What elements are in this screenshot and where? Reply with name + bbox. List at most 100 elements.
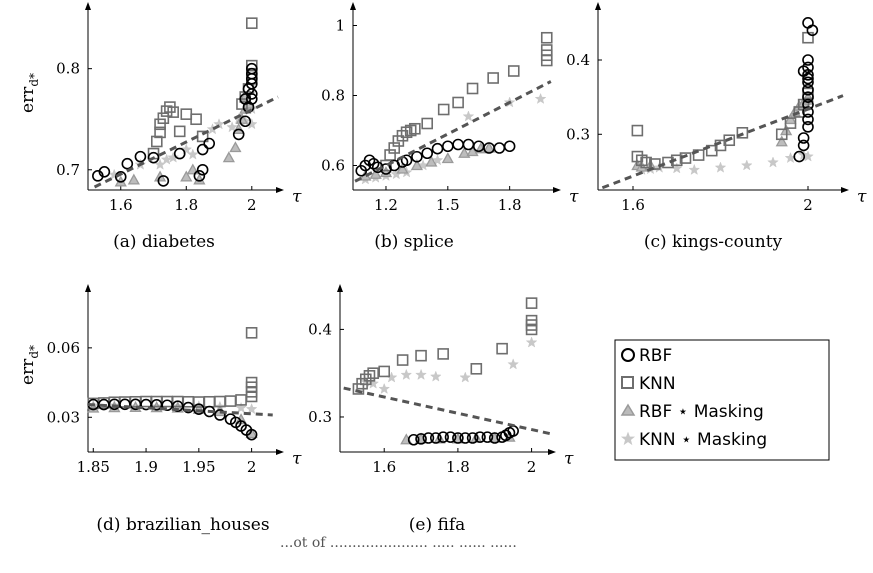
trend-line <box>88 403 273 417</box>
data-point-knn <box>224 395 237 407</box>
data-point-rbf <box>196 163 209 176</box>
data-point-knn <box>421 117 434 130</box>
data-point-rbf <box>802 113 814 126</box>
x-axis-arrow <box>841 187 849 193</box>
data-point-rbf <box>114 171 127 183</box>
y-axis-arrow <box>85 2 91 10</box>
data-point-knn-masking <box>429 370 442 382</box>
data-point-knn <box>415 349 427 362</box>
legend-item-rbf: RBF <box>621 346 672 366</box>
data-point-rbf <box>466 432 479 444</box>
data-point-rbf <box>802 54 814 66</box>
data-point-knn-masking <box>525 336 538 348</box>
data-point-rbf <box>147 151 160 164</box>
data-point-rbf <box>422 432 435 444</box>
data-point-knn <box>631 124 644 137</box>
legend-marker-rbf-masking <box>620 403 636 416</box>
legend-label-knn: KNN <box>639 374 676 394</box>
data-point-rbf-masking <box>482 141 496 153</box>
data-point-knn <box>150 135 163 148</box>
data-point-knn-masking <box>415 368 427 380</box>
data-point-rbf <box>400 154 413 167</box>
chart-panel-2: 1.2 1.5 1.8 0.6 0.8 1 τ (b) splice <box>321 2 579 252</box>
data-point-rbf <box>214 409 226 421</box>
data-point-rbf-masking <box>379 166 393 178</box>
data-point-knn <box>452 96 464 109</box>
data-point-rbf <box>452 432 464 444</box>
data-point-knn <box>245 17 258 29</box>
data-point-rbf <box>806 24 819 37</box>
data-point-rbf <box>797 132 810 144</box>
y-tick-label: 0.7 <box>56 161 80 179</box>
data-point-rbf-masking <box>410 159 424 171</box>
y-tick-label: 0.4 <box>308 320 332 338</box>
x-tick-label: 1.8 <box>174 196 198 214</box>
data-point-rbf <box>193 170 206 182</box>
y-axis-label-subscript: d* <box>27 345 41 359</box>
chart-panels: 1.6 1.8 2 0.7 0.8 τ errd* (a) diabetes 1.2 1.5 1.8… <box>18 2 867 535</box>
data-point-knn-masking <box>431 154 444 166</box>
data-point-knn-masking <box>740 159 753 171</box>
data-point-knn-masking <box>235 401 247 414</box>
y-axis-label: errd* <box>18 73 41 113</box>
data-point-rbf-masking <box>441 152 454 164</box>
chart-panel-4: 1.85 1.9 1.95 2 0.03 0.06 τ errd* (d) brazilian_… <box>18 284 302 535</box>
legend-label-rbf-masking: RBF ⋆ Masking <box>639 402 764 422</box>
data-point-rbf <box>802 91 814 103</box>
x-axis-label: τ <box>857 187 867 207</box>
data-point-knn <box>784 117 797 129</box>
data-point-knn <box>470 363 483 375</box>
legend-item-knn-masking: KNN ⋆ Masking <box>620 430 767 450</box>
data-point-knn <box>190 113 202 126</box>
panel-caption: (b) splice <box>374 232 454 252</box>
x-axis-arrow <box>276 449 284 455</box>
data-point-knn <box>363 370 376 382</box>
y-tick-label: 0.03 <box>47 408 80 426</box>
data-point-knn <box>388 142 401 154</box>
panel-caption: (e) fifa <box>409 515 466 535</box>
y-tick-label: 0.06 <box>47 339 80 357</box>
data-point-rbf-masking <box>186 163 199 175</box>
data-point-knn <box>775 128 788 141</box>
data-point-knn-masking <box>400 368 413 380</box>
data-point-rbf <box>488 432 501 444</box>
data-point-rbf <box>507 425 519 437</box>
data-point-rbf <box>411 150 423 163</box>
data-point-rbf <box>431 142 444 155</box>
data-point-rbf-masking <box>775 135 788 147</box>
data-point-knn-masking <box>459 371 472 383</box>
data-point-knn <box>400 126 413 139</box>
data-point-knn <box>245 59 258 72</box>
data-point-knn <box>359 373 372 386</box>
x-tick-label: 1.6 <box>372 458 396 476</box>
data-point-rbf <box>442 140 454 153</box>
y-tick-label: 1 <box>335 17 345 35</box>
data-point-rbf-masking <box>222 151 235 163</box>
x-tick-label: 1.9 <box>134 458 158 476</box>
data-point-knn <box>649 158 661 170</box>
x-tick-label: 1.8 <box>498 196 522 214</box>
x-tick-label: 2 <box>247 458 257 476</box>
data-point-knn <box>173 125 186 138</box>
data-point-rbf <box>173 147 186 160</box>
y-tick-label: 0.6 <box>321 157 345 175</box>
y-axis-arrow <box>350 2 356 10</box>
x-axis-arrow <box>548 449 556 455</box>
x-tick-label: 1.5 <box>436 196 460 214</box>
data-point-knn <box>367 367 379 379</box>
x-tick-label: 1.2 <box>374 196 398 214</box>
data-point-rbf <box>415 433 427 445</box>
legend-marker-knn-masking <box>620 431 636 446</box>
trend-line <box>354 80 552 183</box>
data-point-rbf <box>462 138 475 151</box>
x-axis-label: τ <box>292 449 302 469</box>
data-point-knn <box>404 124 417 137</box>
chart-panel-1: 1.6 1.8 2 0.7 0.8 τ errd* (a) diabetes <box>18 2 302 252</box>
data-point-knn <box>525 297 538 309</box>
data-point-rbf <box>242 83 255 95</box>
data-point-rbf <box>493 142 506 154</box>
data-point-knn <box>692 149 705 161</box>
data-point-knn-masking <box>714 161 727 173</box>
trend-line <box>343 386 551 436</box>
data-point-rbf <box>245 93 258 105</box>
